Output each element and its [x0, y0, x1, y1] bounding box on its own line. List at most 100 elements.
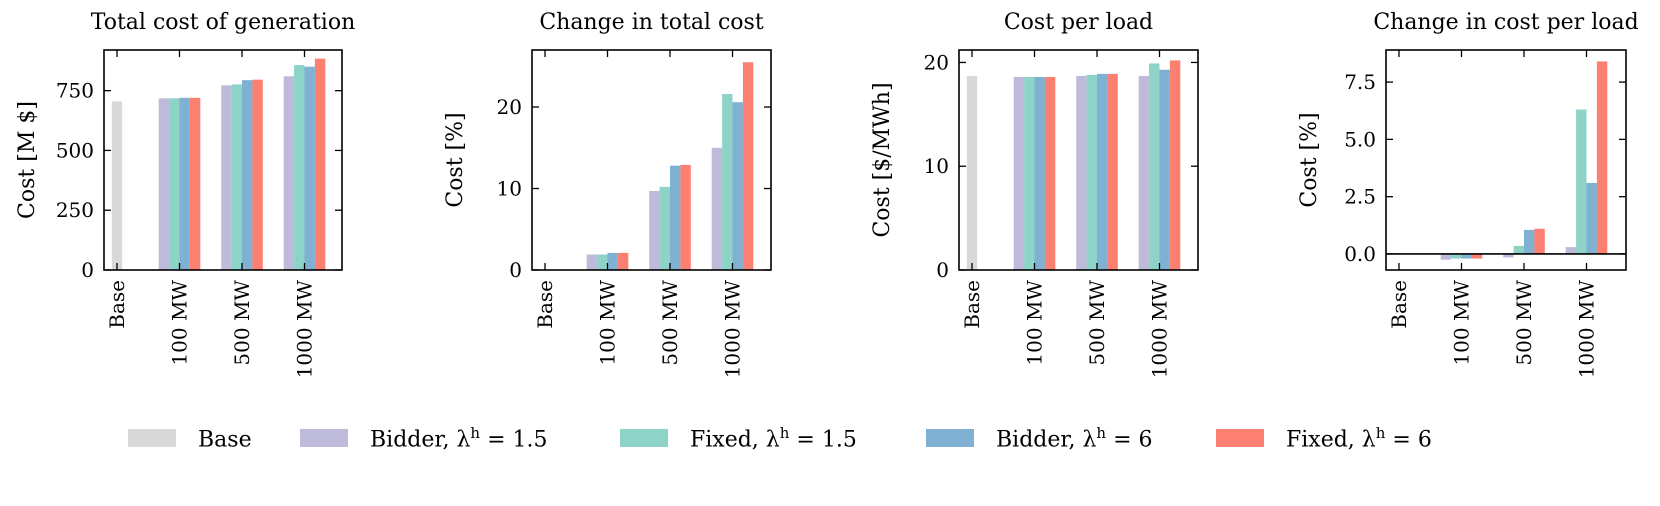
y-tick-label: 5.0 — [1344, 127, 1376, 151]
legend-swatch — [926, 429, 974, 447]
x-tick-label: 100 MW — [1023, 280, 1047, 366]
figure: Total cost of generation Cost [M $] 0 250 50… — [15, 10, 1639, 379]
bar — [742, 62, 754, 270]
y-tick-label: 7.5 — [1344, 70, 1376, 94]
bar — [659, 186, 670, 270]
legend-item-base: Base — [128, 418, 252, 458]
bar — [966, 75, 978, 270]
chart-panel: Cost per load Cost [$/MWh] 0 10 20 Base 100 MW… — [870, 10, 1199, 379]
legend-label: Fixed, λh = 1.5 — [690, 423, 857, 453]
x-tick-label: 500 MW — [1085, 280, 1109, 366]
axes-frame — [103, 49, 343, 271]
bar — [111, 101, 123, 270]
y-tick-label: 10 — [497, 177, 522, 201]
bar — [1013, 76, 1025, 270]
x-tick-label: 1000 MW — [721, 280, 745, 379]
bar — [1440, 253, 1452, 260]
bar — [1451, 253, 1462, 259]
x-tick-label: 100 MW — [168, 280, 192, 366]
chart-panel: Change in cost per load Cost [%] 0.0 2.5 5.0… — [1297, 10, 1639, 378]
y-axis-label: Cost [%] — [1297, 112, 1322, 207]
x-tick-label: 500 MW — [658, 280, 682, 366]
x-tick-label: 1000 MW — [1148, 280, 1172, 379]
bar — [252, 79, 263, 271]
bar — [597, 254, 608, 270]
bar — [1076, 75, 1087, 270]
legend-label: Bidder, λh = 1.5 — [370, 423, 548, 453]
bar — [1524, 229, 1535, 254]
bar — [1034, 76, 1045, 270]
axes-frame — [958, 49, 1199, 271]
legend-label: Fixed, λh = 6 — [1286, 423, 1432, 453]
bar — [1471, 253, 1483, 259]
legend-swatch — [300, 429, 348, 447]
bar — [680, 164, 691, 270]
bar — [586, 254, 598, 270]
x-tick-label: Base — [1387, 280, 1411, 329]
legend-label: Base — [198, 427, 252, 453]
bar — [1097, 73, 1108, 271]
legend-item-bidder-6: Bidder, λh = 6 — [926, 418, 1153, 458]
bar — [221, 85, 232, 270]
bar — [1159, 69, 1170, 270]
bar — [1461, 253, 1472, 259]
bar — [242, 80, 253, 270]
legend-swatch — [1216, 429, 1264, 447]
axes-frame — [1385, 49, 1627, 271]
legend-swatch — [620, 429, 668, 447]
bar — [722, 94, 733, 270]
chart-title: Change in total cost — [539, 10, 764, 35]
bar — [179, 97, 190, 270]
y-tick-label: 750 — [56, 79, 94, 103]
y-axis-label: Cost [%] — [443, 112, 468, 207]
bar — [1024, 76, 1035, 270]
bar — [617, 252, 629, 270]
x-tick-label: 500 MW — [1512, 280, 1536, 366]
y-tick-label: 2.5 — [1344, 185, 1376, 209]
bar — [670, 165, 681, 270]
x-tick-label: Base — [960, 280, 984, 329]
legend-item-bidder-1-5: Bidder, λh = 1.5 — [300, 418, 548, 458]
bar — [189, 97, 201, 270]
legend-label: Bidder, λh = 6 — [996, 423, 1153, 453]
bar — [1503, 253, 1514, 258]
bar — [1586, 182, 1597, 254]
bar — [649, 190, 660, 270]
bar — [1565, 247, 1577, 254]
axes-frame — [531, 49, 772, 271]
legend-item-fixed-1-5: Fixed, λh = 1.5 — [620, 418, 857, 458]
chart-title: Total cost of generation — [91, 10, 355, 35]
y-tick-label: 0.0 — [1344, 242, 1376, 266]
bar — [294, 65, 305, 270]
bar — [1107, 73, 1118, 271]
chart-panel: Total cost of generation Cost [M $] 0 250 50… — [15, 10, 355, 378]
bar — [711, 147, 723, 270]
y-tick-label: 20 — [924, 50, 949, 74]
y-axis-label: Cost [$/MWh] — [870, 82, 895, 237]
bar — [1534, 228, 1545, 254]
y-tick-label: 0 — [936, 258, 949, 282]
bar — [1513, 245, 1524, 254]
x-tick-label: Base — [533, 280, 557, 329]
y-tick-label: 0 — [81, 258, 94, 282]
y-tick-label: 10 — [924, 154, 949, 178]
y-tick-label: 20 — [497, 95, 522, 119]
bar — [1169, 60, 1181, 270]
bar — [607, 252, 618, 270]
x-tick-label: 1000 MW — [1575, 280, 1599, 379]
x-tick-label: 1000 MW — [293, 280, 317, 379]
bar — [1086, 74, 1097, 270]
chart-title: Change in cost per load — [1373, 10, 1638, 35]
legend-item-fixed-6: Fixed, λh = 6 — [1216, 418, 1432, 458]
y-tick-label: 0 — [509, 258, 522, 282]
legend: Base Bidder, λh = 1.5 Fixed, λh = 1.5 Bi… — [0, 418, 1660, 458]
bar — [1596, 61, 1608, 254]
bar — [1138, 75, 1150, 270]
y-tick-label: 250 — [56, 198, 94, 222]
x-tick-label: 100 MW — [1450, 280, 1474, 366]
bar — [1576, 109, 1587, 254]
bar — [169, 98, 180, 270]
bar — [732, 102, 743, 271]
chart-panel: Change in total cost Cost [%] 0 10 20 Base 100… — [443, 10, 772, 379]
x-tick-label: 100 MW — [596, 280, 620, 366]
